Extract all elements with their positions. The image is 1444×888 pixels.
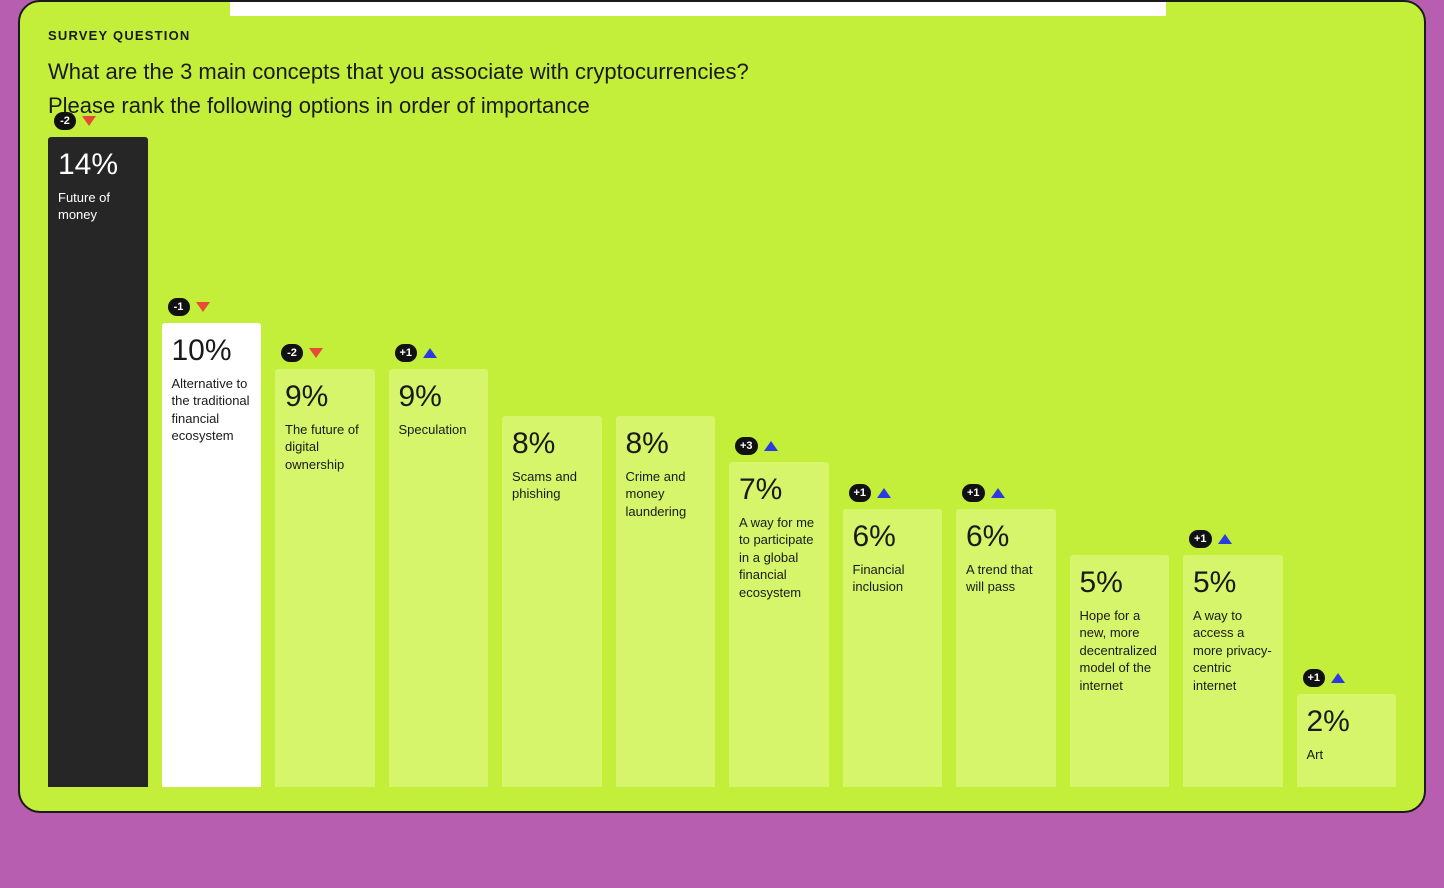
bar-percent: 6% (853, 521, 933, 553)
page: SURVEY QUESTION What are the 3 main conc… (0, 0, 1444, 837)
triangle-down-icon (196, 302, 210, 312)
bar: 6% Financial inclusion (843, 509, 943, 787)
bar-percent: 2% (1307, 706, 1387, 738)
triangle-up-icon (877, 488, 891, 498)
triangle-up-icon (423, 348, 437, 358)
change-indicator: +1 (962, 483, 1056, 503)
bar: 10% Alternative to the traditional financ… (162, 323, 262, 787)
bar-label: Financial inclusion (853, 561, 933, 596)
bar-label: A way for me to participate in a global … (739, 514, 819, 602)
bar: 9% Speculation (389, 369, 489, 787)
change-badge: +3 (735, 437, 758, 455)
change-indicator: -2 (54, 111, 148, 131)
bar-label: Scams and phishing (512, 468, 592, 503)
change-indicator: -1 (168, 297, 262, 317)
survey-question-text: What are the 3 main concepts that you as… (48, 55, 808, 123)
bar-wrap: 5% Hope for a new, more decentralized mod… (1070, 529, 1170, 787)
bar-wrap: +1 2% Art (1297, 668, 1397, 787)
change-badge: +1 (962, 484, 985, 502)
bar-percent: 6% (966, 521, 1046, 553)
bar-wrap: -2 14% Future of money (48, 111, 148, 787)
bar-label: A trend that will pass (966, 561, 1046, 596)
bar: 6% A trend that will pass (956, 509, 1056, 787)
bar: 8% Scams and phishing (502, 416, 602, 787)
survey-card: SURVEY QUESTION What are the 3 main conc… (18, 0, 1426, 813)
eyebrow-label: SURVEY QUESTION (48, 28, 1396, 43)
triangle-up-icon (1331, 673, 1345, 683)
change-indicator: +1 (1189, 529, 1283, 549)
bar-percent: 5% (1080, 567, 1160, 599)
bar-wrap: +1 6% A trend that will pass (956, 483, 1056, 787)
bar-chart: -2 14% Future of money -1 10% Alternative to … (48, 137, 1396, 787)
bar-wrap: 8% Scams and phishing (502, 390, 602, 787)
bar-percent: 8% (626, 428, 706, 460)
bar: 8% Crime and money laundering (616, 416, 716, 787)
bar-label: A way to access a more privacy-centric i… (1193, 607, 1273, 695)
bar-percent: 8% (512, 428, 592, 460)
bar-label: Crime and money laundering (626, 468, 706, 521)
bar: 2% Art (1297, 694, 1397, 787)
bar-wrap: +3 7% A way for me to participate in a glo… (729, 436, 829, 787)
bar-label: Future of money (58, 189, 138, 224)
triangle-up-icon (1218, 534, 1232, 544)
bar-label: Speculation (399, 421, 479, 439)
change-badge: +1 (1303, 669, 1326, 687)
bar: 7% A way for me to participate in a globa… (729, 462, 829, 787)
bar: 5% A way to access a more privacy-centric… (1183, 555, 1283, 787)
change-badge: +1 (1189, 530, 1212, 548)
change-indicator: +1 (1303, 668, 1397, 688)
bar-wrap: +1 9% Speculation (389, 343, 489, 787)
change-indicator: +1 (849, 483, 943, 503)
bar-wrap: +1 6% Financial inclusion (843, 483, 943, 787)
bar-label: Hope for a new, more decentralized model… (1080, 607, 1160, 695)
bar-wrap: -2 9% The future of digital ownership (275, 343, 375, 787)
triangle-up-icon (764, 441, 778, 451)
bar-percent: 7% (739, 474, 819, 506)
change-indicator (508, 390, 602, 410)
change-indicator (622, 390, 716, 410)
change-badge: -2 (54, 112, 76, 130)
change-indicator: +3 (735, 436, 829, 456)
bar-wrap: -1 10% Alternative to the traditional fina… (162, 297, 262, 787)
triangle-down-icon (309, 348, 323, 358)
bar-wrap: +1 5% A way to access a more privacy-centr… (1183, 529, 1283, 787)
triangle-up-icon (991, 488, 1005, 498)
bar-percent: 9% (285, 381, 365, 413)
change-indicator: -2 (281, 343, 375, 363)
bar: 14% Future of money (48, 137, 148, 787)
change-indicator (1076, 529, 1170, 549)
bar-label: The future of digital ownership (285, 421, 365, 474)
bar-percent: 14% (58, 149, 138, 181)
change-badge: -2 (281, 344, 303, 362)
bar-wrap: 8% Crime and money laundering (616, 390, 716, 787)
triangle-down-icon (82, 116, 96, 126)
bar-percent: 9% (399, 381, 479, 413)
bar: 5% Hope for a new, more decentralized mod… (1070, 555, 1170, 787)
change-indicator: +1 (395, 343, 489, 363)
bar-percent: 10% (172, 335, 252, 367)
change-badge: +1 (395, 344, 418, 362)
top-white-strip (230, 2, 1166, 16)
bar-percent: 5% (1193, 567, 1273, 599)
bar-label: Alternative to the traditional financial… (172, 375, 252, 445)
change-badge: -1 (168, 298, 190, 316)
change-badge: +1 (849, 484, 872, 502)
bar: 9% The future of digital ownership (275, 369, 375, 787)
bar-label: Art (1307, 746, 1387, 764)
